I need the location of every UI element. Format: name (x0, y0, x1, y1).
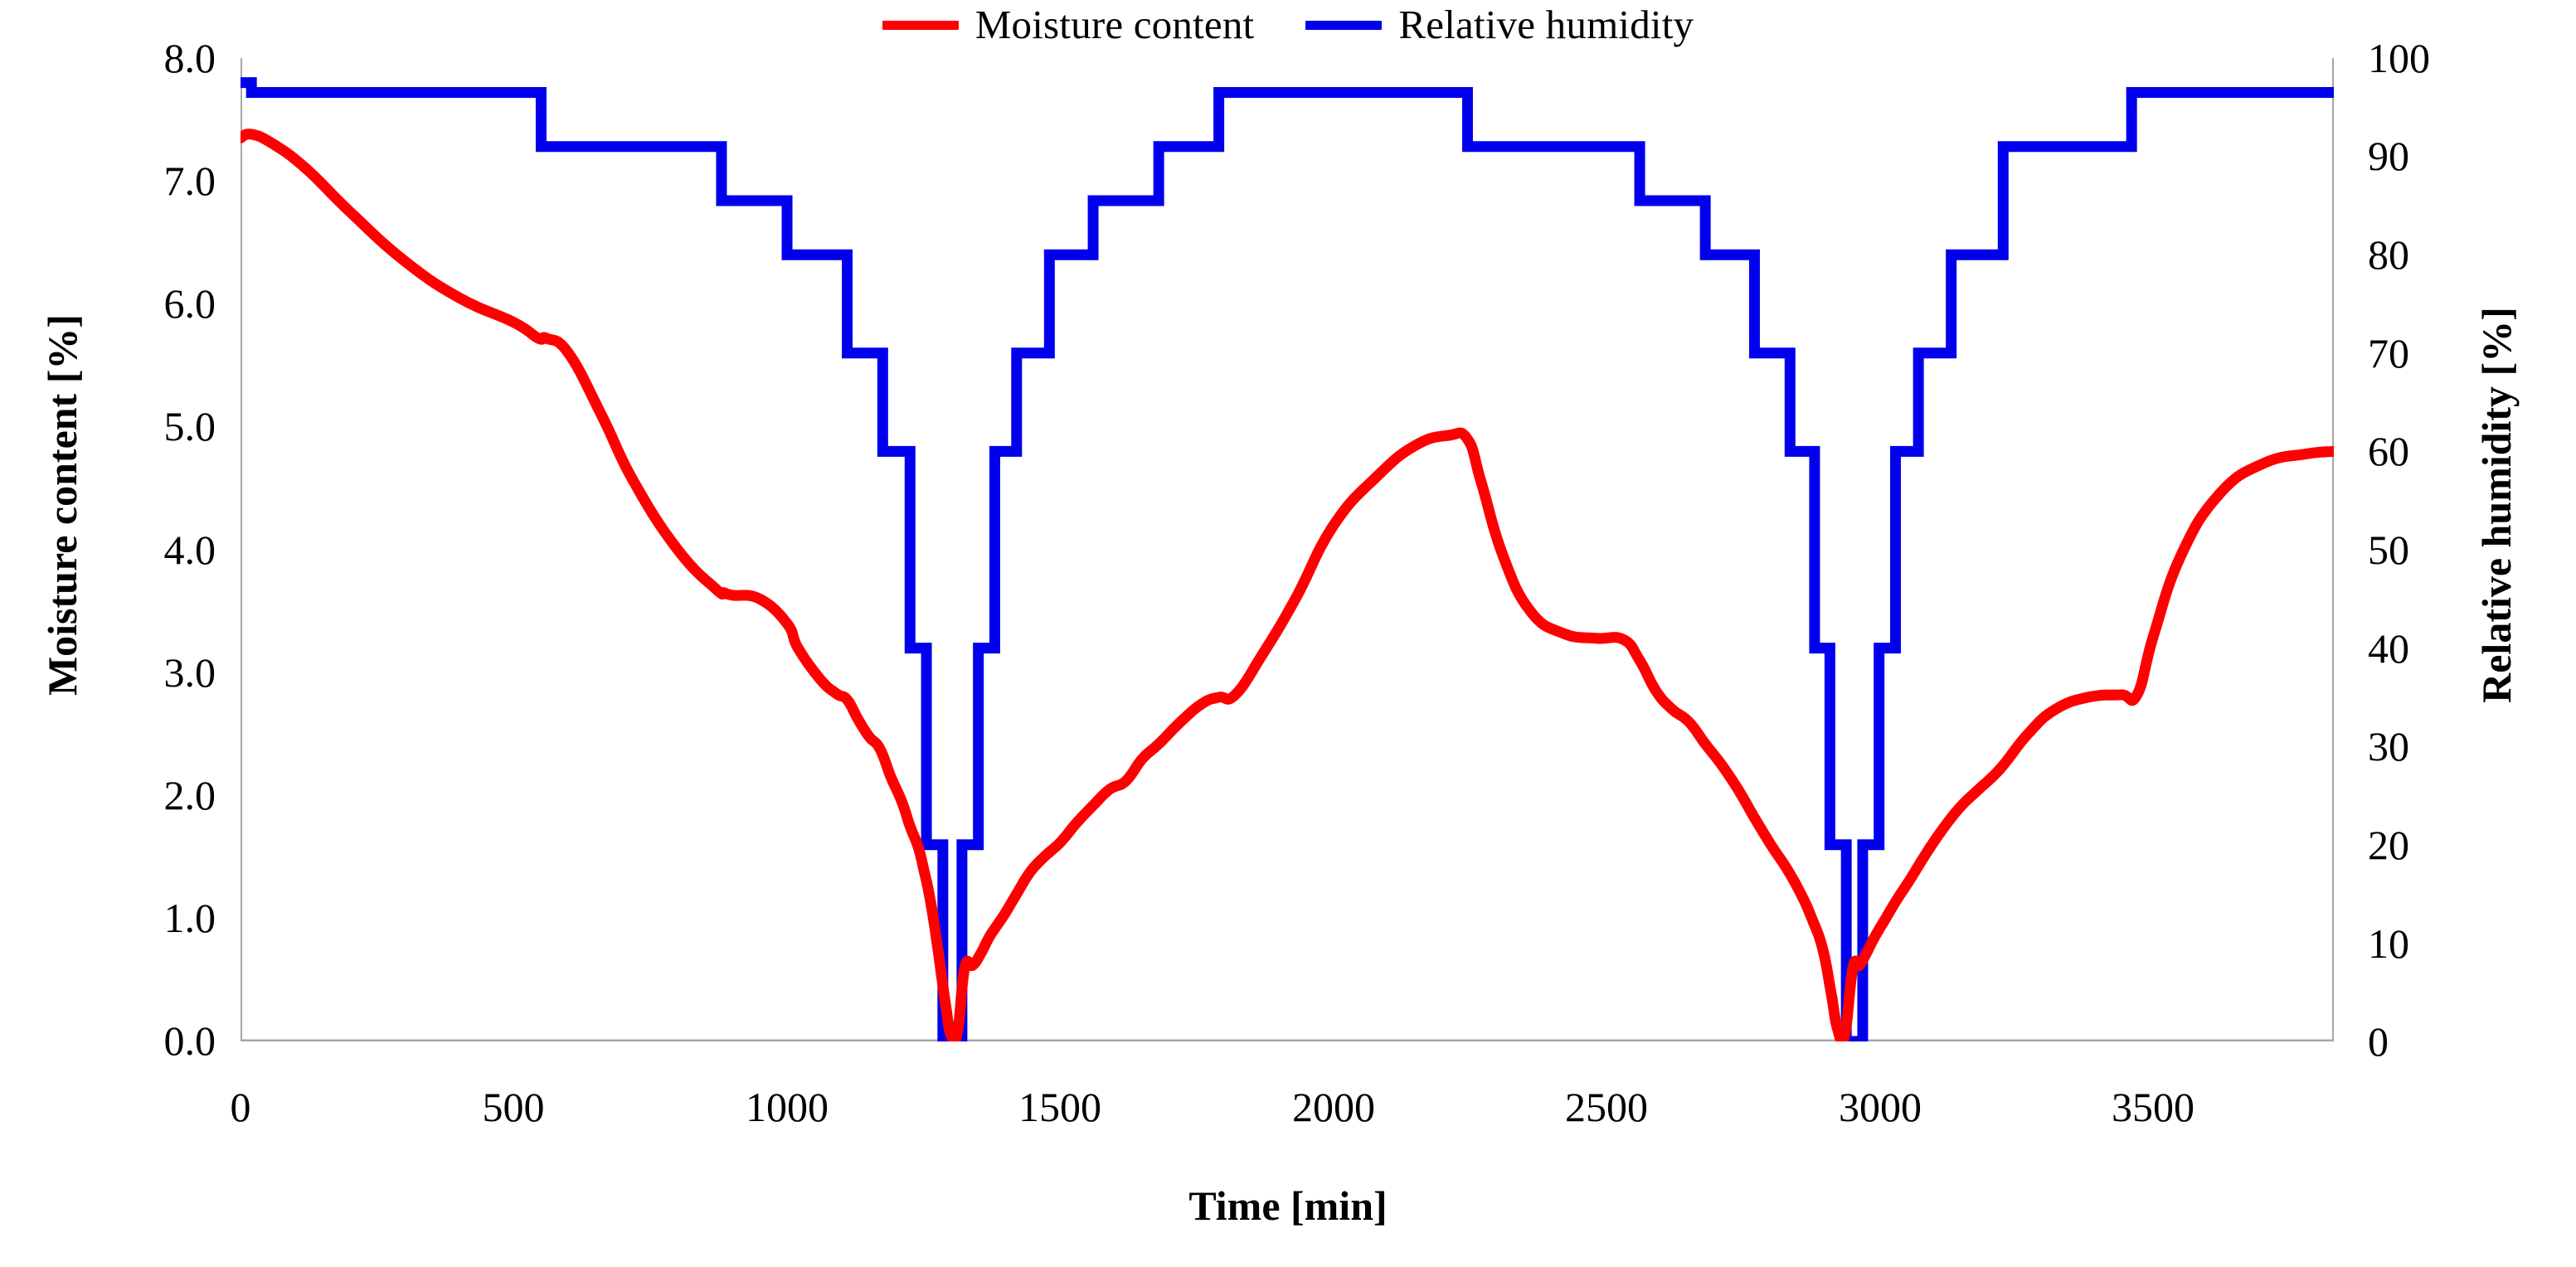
x-axis-tick-1500: 1500 (1018, 1084, 1101, 1130)
x-axis-title: Time [min] (1188, 1182, 1388, 1229)
y-axis-right-tick-100: 100 (2368, 35, 2430, 81)
chart-legend: Moisture content Relative humidity (0, 2, 2576, 48)
x-axis-tick-0: 0 (230, 1084, 251, 1130)
y-axis-right-tick-40: 40 (2368, 625, 2409, 672)
x-axis-tick-2500: 2500 (1565, 1084, 1648, 1130)
plot-svg (241, 58, 2334, 1041)
y-axis-left-tick-8: 8.0 (163, 35, 216, 81)
x-axis-tick-500: 500 (482, 1084, 545, 1130)
x-axis-tick-1000: 1000 (746, 1084, 829, 1130)
y-axis-right-tick-0: 0 (2368, 1018, 2389, 1065)
relative-humidity-line (241, 77, 2334, 1041)
y-axis-left-tick-2: 2.0 (163, 772, 216, 818)
y-axis-right-title: Relative humidity [%] (2473, 307, 2520, 703)
y-axis-right-tick-30: 30 (2368, 723, 2409, 769)
x-axis-tick-3000: 3000 (1839, 1084, 1922, 1130)
legend-item-relative-humidity[interactable]: Relative humidity (1305, 3, 1694, 46)
line-swatch-red-icon (882, 20, 959, 30)
plot-area (241, 58, 2334, 1041)
legend-label-relative-humidity: Relative humidity (1398, 2, 1694, 47)
y-axis-right-tick-50: 50 (2368, 527, 2409, 573)
legend-item-moisture-content[interactable]: Moisture content (882, 3, 1255, 46)
y-axis-left-tick-7: 7.0 (163, 158, 216, 204)
y-axis-right-tick-80: 80 (2368, 231, 2409, 278)
y-axis-right-tick-20: 20 (2368, 822, 2409, 868)
legend-label-moisture-content: Moisture content (975, 2, 1255, 47)
y-axis-left-tick-5: 5.0 (163, 403, 216, 449)
y-axis-left-tick-1: 1.0 (163, 895, 216, 941)
y-axis-left-tick-0: 0.0 (163, 1017, 216, 1064)
y-axis-left-tick-3: 3.0 (163, 649, 216, 696)
x-axis-tick-3500: 3500 (2112, 1084, 2194, 1130)
y-axis-right-tick-60: 60 (2368, 428, 2409, 474)
y-axis-right-tick-70: 70 (2368, 330, 2409, 376)
line-swatch-blue-icon (1305, 20, 1383, 30)
y-axis-right-tick-90: 90 (2368, 133, 2409, 179)
y-axis-left-tick-4: 4.0 (163, 527, 216, 573)
moisture-content-line (241, 129, 2334, 1041)
y-axis-right-tick-10: 10 (2368, 920, 2409, 967)
x-axis-tick-2000: 2000 (1292, 1084, 1375, 1130)
y-axis-left-tick-6: 6.0 (163, 280, 216, 327)
